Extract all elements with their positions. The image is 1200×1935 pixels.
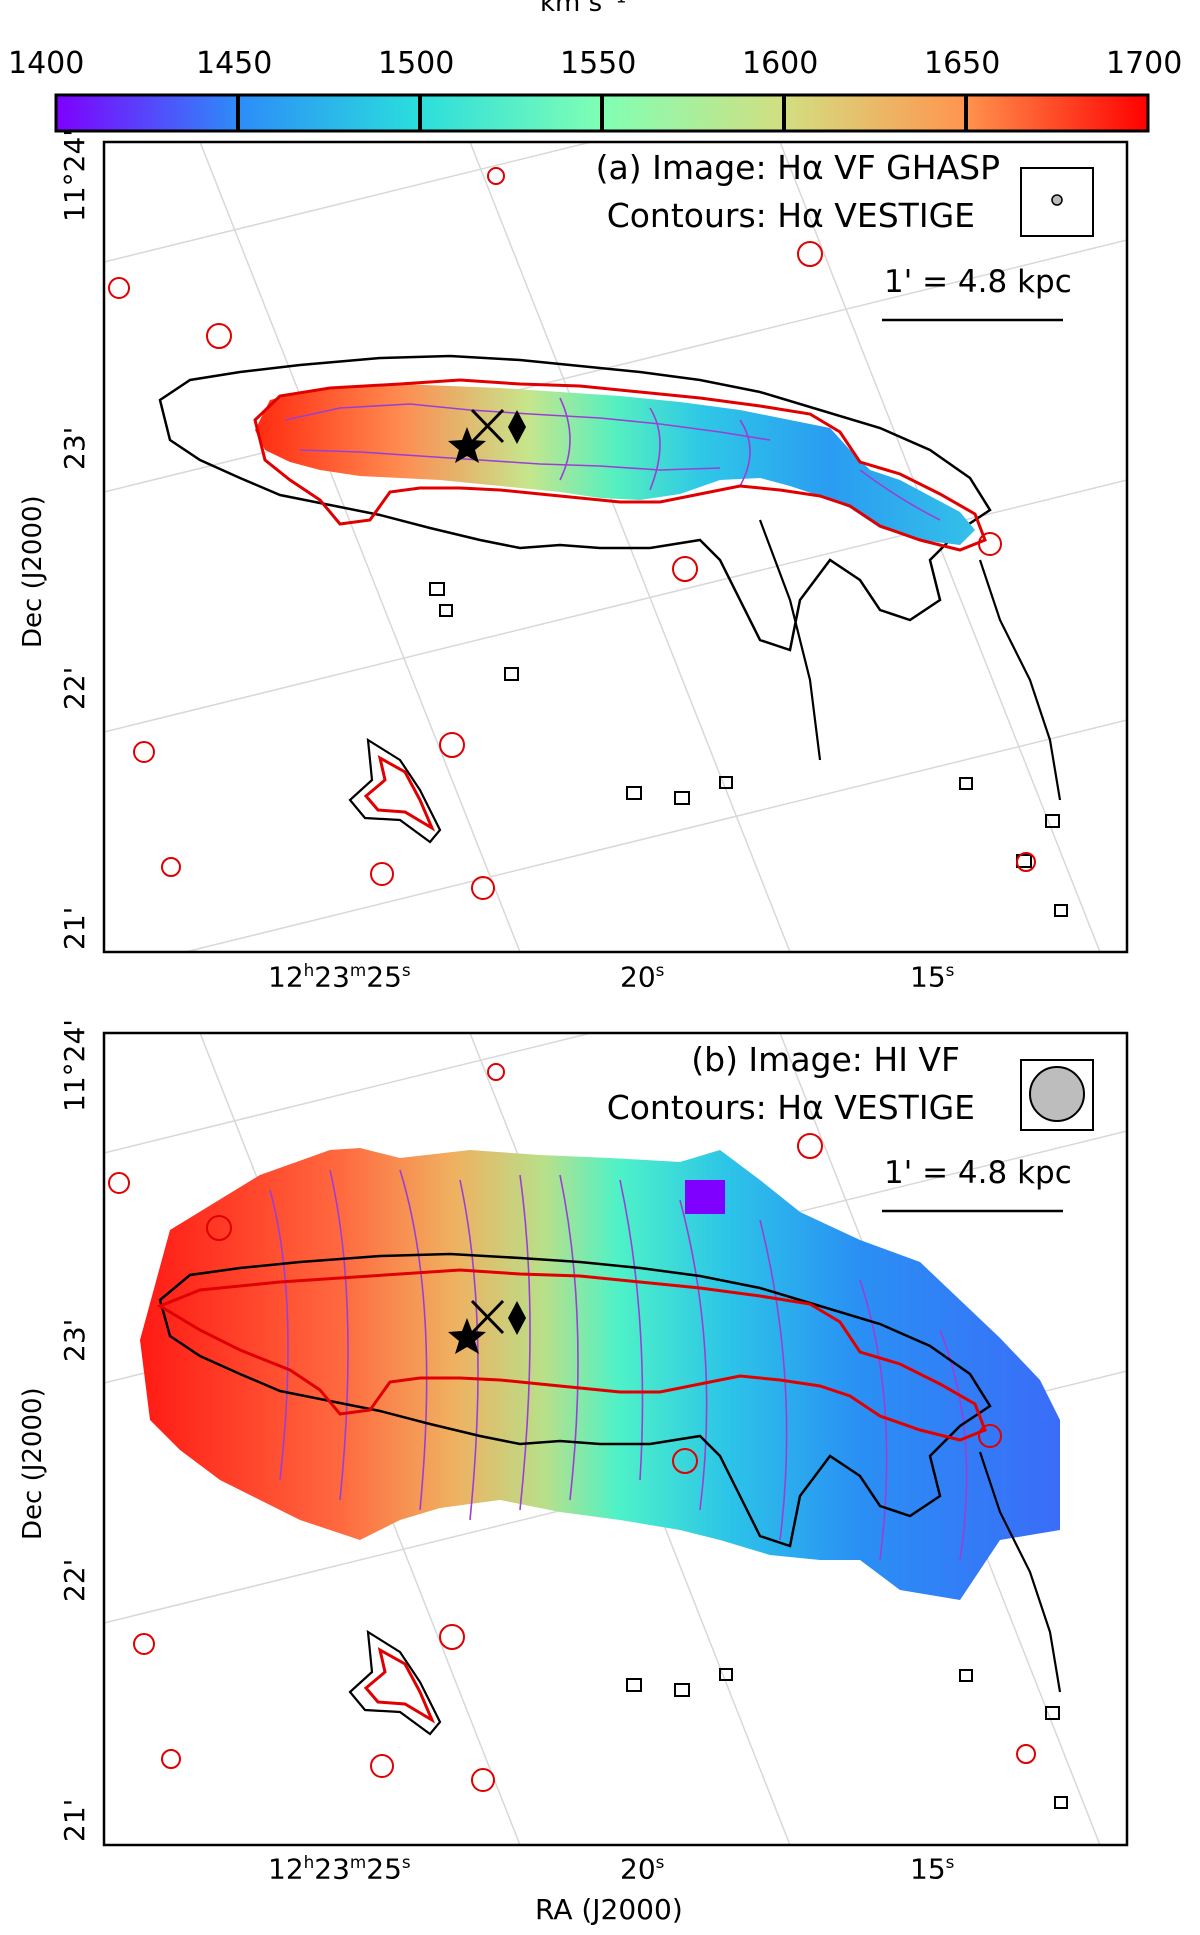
colorbar-tick-1450: 1450 (196, 46, 273, 81)
panel-a (102, 140, 1129, 954)
panel-a-knot (348, 737, 442, 844)
panel-a-diamond-marker (508, 410, 526, 444)
panel-b-star-marker (448, 1318, 486, 1354)
panel-b-ylabel: Dec (J2000) (18, 1387, 48, 1540)
panel-b-xtick-15s: 15s (910, 1852, 955, 1886)
panel-a-markers (448, 408, 526, 463)
panel-b-ytick-22: 22' (58, 1558, 91, 1602)
panel-b-knot (348, 1629, 442, 1736)
panel-a-ytick-21: 21' (58, 906, 91, 950)
colorbar-ticks (236, 95, 968, 131)
panel-a-ytick-23: 23' (58, 426, 91, 470)
panel-b (102, 1031, 1129, 1847)
colorbar-tick-1700: 1700 (1106, 46, 1183, 81)
panel-b-beam (1029, 1066, 1085, 1122)
panel-a-title-line1: (a) Image: Hα VF GHASP (595, 148, 1000, 187)
panel-b-ytick-24: 11°24' (58, 1019, 91, 1112)
colorbar-tick-1550: 1550 (560, 46, 637, 81)
panel-b-ytick-21: 21' (58, 1798, 91, 1842)
panel-a-xtick-25s: 12h23m25s (268, 960, 411, 994)
colorbar-label: km s⁻¹ (540, 0, 627, 18)
panel-a-title-line2: Contours: Hα VESTIGE (606, 196, 975, 235)
panel-a-contour-red (253, 378, 987, 552)
panel-b-diamond-marker (508, 1301, 526, 1335)
panel-b-contour-outer (158, 1252, 992, 1548)
panel-b-tail (978, 1451, 1062, 1693)
panel-a-beam (1051, 194, 1063, 206)
colorbar-tick-1400: 1400 (8, 46, 85, 81)
panel-a-xtick-20s: 20s (620, 960, 665, 994)
panel-a-contour-outer (158, 354, 992, 652)
panel-b-contour-red (156, 1268, 987, 1442)
panel-a-ylabel: Dec (J2000) (18, 495, 48, 648)
panel-a-tail (978, 559, 1062, 801)
colorbar-tick-1500: 1500 (378, 46, 455, 81)
panel-b-velocity-patch (685, 1180, 725, 1214)
panel-a-ytick-22: 22' (58, 666, 91, 710)
colorbar-tick-1600: 1600 (742, 46, 819, 81)
panel-a-tail-2 (758, 519, 822, 761)
panel-b-xtick-20s: 20s (620, 1852, 665, 1886)
panel-b-xtick-25s: 12h23m25s (268, 1852, 411, 1886)
panel-b-title-line1: (b) Image: HI VF (691, 1040, 960, 1079)
panel-a-contours-purple (284, 397, 941, 521)
panel-a-knot-red (363, 755, 436, 832)
panel-a-xtick-15s: 15s (910, 960, 955, 994)
panel-b-ytick-23: 23' (58, 1318, 91, 1362)
panel-b-sources (108, 1063, 1068, 1809)
panel-b-velocity-field (140, 1148, 1060, 1600)
panel-b-markers (448, 1299, 526, 1354)
panel-a-star-marker (448, 427, 486, 463)
panel-b-title-line2: Contours: Hα VESTIGE (606, 1088, 975, 1127)
panel-a-ytick-24: 11°24' (58, 129, 91, 222)
panel-b-cross-marker (470, 1299, 505, 1335)
panel-a-scale-label: 1' = 4.8 kpc (884, 264, 1072, 300)
panel-b-knot-red (363, 1647, 436, 1724)
panel-b-scale-label: 1' = 4.8 kpc (884, 1155, 1072, 1191)
panel-b-xlabel: RA (J2000) (535, 1893, 683, 1926)
colorbar-tick-1650: 1650 (924, 46, 1001, 81)
panel-a-cross-marker (470, 408, 505, 444)
panel-a-sources (108, 167, 1068, 917)
panel-a-velocity-field (255, 384, 975, 545)
